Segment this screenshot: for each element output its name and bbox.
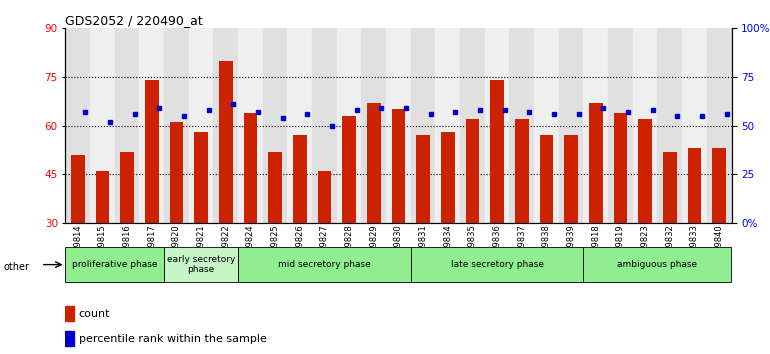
Bar xyxy=(559,28,584,223)
Bar xyxy=(490,80,504,223)
Bar xyxy=(510,28,534,223)
Bar xyxy=(367,103,380,223)
Text: late secretory phase: late secretory phase xyxy=(450,260,544,269)
Bar xyxy=(386,28,411,223)
Text: other: other xyxy=(4,262,30,272)
Bar xyxy=(608,28,633,223)
Bar xyxy=(243,113,257,223)
Text: count: count xyxy=(79,309,110,319)
Bar xyxy=(411,28,436,223)
Bar xyxy=(65,331,74,346)
Bar xyxy=(460,28,485,223)
Bar xyxy=(540,135,554,223)
Bar xyxy=(95,171,109,223)
Bar xyxy=(120,152,134,223)
Bar xyxy=(485,28,510,223)
Bar xyxy=(466,119,479,223)
Bar xyxy=(663,152,677,223)
Text: proliferative phase: proliferative phase xyxy=(72,260,158,269)
Bar xyxy=(392,109,405,223)
Bar xyxy=(589,103,603,223)
Text: GDS2052 / 220490_at: GDS2052 / 220490_at xyxy=(65,14,203,27)
Bar xyxy=(614,113,628,223)
Bar xyxy=(584,247,731,282)
Bar xyxy=(411,247,584,282)
Bar xyxy=(712,148,726,223)
Bar xyxy=(584,28,608,223)
Bar xyxy=(164,28,189,223)
Bar xyxy=(343,116,356,223)
Bar xyxy=(293,135,306,223)
Bar xyxy=(318,171,331,223)
Bar xyxy=(238,247,411,282)
Bar xyxy=(515,119,528,223)
Bar xyxy=(688,148,701,223)
Bar xyxy=(219,61,233,223)
Bar xyxy=(189,28,213,223)
Text: mid secretory phase: mid secretory phase xyxy=(278,260,371,269)
Bar xyxy=(534,28,559,223)
Text: percentile rank within the sample: percentile rank within the sample xyxy=(79,333,266,344)
Bar xyxy=(312,28,336,223)
Bar xyxy=(65,247,164,282)
Bar xyxy=(269,152,282,223)
Bar xyxy=(164,247,238,282)
Bar xyxy=(71,155,85,223)
Bar xyxy=(65,28,90,223)
Bar xyxy=(115,28,139,223)
Bar xyxy=(633,28,658,223)
Bar xyxy=(90,28,115,223)
Bar xyxy=(638,119,652,223)
Bar xyxy=(238,28,263,223)
Bar xyxy=(707,28,732,223)
Bar xyxy=(682,28,707,223)
Bar xyxy=(441,132,454,223)
Bar xyxy=(139,28,164,223)
Bar xyxy=(287,28,312,223)
Bar xyxy=(169,122,183,223)
Text: early secretory
phase: early secretory phase xyxy=(167,255,236,274)
Bar xyxy=(263,28,287,223)
Bar xyxy=(417,135,430,223)
Bar xyxy=(564,135,578,223)
Bar xyxy=(336,28,361,223)
Bar xyxy=(658,28,682,223)
Bar xyxy=(194,132,208,223)
Bar xyxy=(65,306,74,321)
Text: ambiguous phase: ambiguous phase xyxy=(618,260,698,269)
Bar xyxy=(145,80,159,223)
Bar xyxy=(213,28,238,223)
Bar xyxy=(361,28,386,223)
Bar xyxy=(436,28,460,223)
